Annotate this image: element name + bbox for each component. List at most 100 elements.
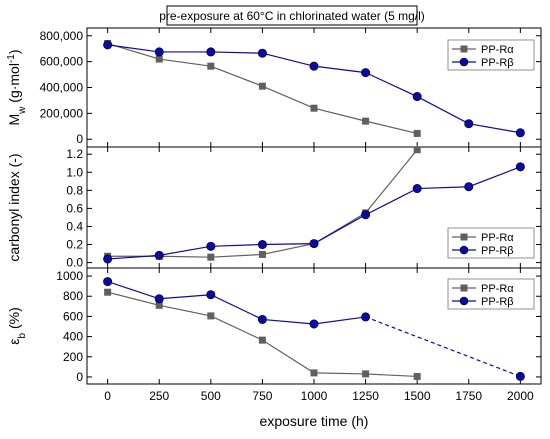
data-point-square <box>310 369 318 377</box>
data-point-square <box>258 82 266 90</box>
x-tick-label: 1000 <box>301 389 328 403</box>
x-axis-title: exposure time (h) <box>260 413 369 429</box>
y-tick-label: 400 <box>63 330 83 344</box>
x-tick-label: 1500 <box>404 389 431 403</box>
data-point-square <box>362 370 370 378</box>
y-tick-label: 0.4 <box>66 219 83 233</box>
data-point-circle <box>309 239 319 249</box>
data-point-circle <box>206 47 216 57</box>
x-tick-label: 2000 <box>507 389 534 403</box>
data-point-circle <box>412 92 422 102</box>
y-axis-title-sub: w <box>17 106 28 115</box>
data-point-circle <box>257 314 267 324</box>
series-line <box>107 291 418 378</box>
data-point-square <box>207 253 215 261</box>
data-point-square <box>207 312 215 320</box>
x-tick-label: 750 <box>252 389 272 403</box>
legend-label: PP-Rα <box>481 44 514 56</box>
data-point-circle <box>361 312 371 322</box>
y-axis-title: Mw (g·mol-1) <box>6 49 28 125</box>
y-tick-label: 600 <box>63 309 83 323</box>
data-point-circle <box>361 210 371 220</box>
data-point-square <box>310 104 318 112</box>
y-tick-label: 0.6 <box>66 201 83 215</box>
series-line <box>107 281 366 325</box>
chart-title: pre-exposure at 60°C in chlorinated wate… <box>159 9 425 23</box>
x-tick-label: 0 <box>104 389 111 403</box>
legend-label: PP-Rβ <box>481 57 514 69</box>
y-tick-label: 800,000 <box>40 29 84 43</box>
legend-marker-square <box>460 233 468 241</box>
legend-label: PP-Rβ <box>481 296 514 308</box>
panel-2: 0.0 0.2 0.4 0.6 0.8 1.0 1.2 carbonyl index (-) P… <box>6 146 542 270</box>
legend-label: PP-Rα <box>481 232 514 244</box>
data-point-circle <box>154 250 164 260</box>
y-axis-title-close: ) <box>6 49 22 54</box>
y-axis-title: εb (%) <box>6 307 28 344</box>
data-point-circle <box>309 319 319 329</box>
y-tick-label: 1.0 <box>66 165 83 179</box>
data-point-circle <box>257 48 267 58</box>
y-axis-title-main: carbonyl index (-) <box>6 153 22 261</box>
data-point-circle <box>464 119 474 129</box>
legend-marker-circle <box>459 57 469 67</box>
data-point-circle <box>206 241 216 251</box>
legend-marker-circle <box>459 296 469 306</box>
y-tick-label: 600,000 <box>40 55 84 69</box>
data-point-circle <box>361 68 371 78</box>
data-point-circle <box>515 371 525 381</box>
data-point-square <box>207 62 215 70</box>
y-tick-label: 0 <box>76 132 83 146</box>
y-axis-title-unit: (%) <box>6 307 22 333</box>
series-line-dashed <box>365 316 521 377</box>
data-point-circle <box>309 61 319 71</box>
data-point-circle <box>515 162 525 172</box>
y-tick-label: 1.2 <box>66 147 83 161</box>
data-point-circle <box>412 184 422 194</box>
data-point-circle <box>154 47 164 57</box>
panel-1: 0 200,000 400,000 600,000 800,000 Mw (g·mol-1… <box>6 27 542 148</box>
y-axis-title-main: M <box>6 114 22 126</box>
data-point-circle <box>103 277 113 287</box>
y-tick-label: 0.0 <box>66 256 83 270</box>
data-point-square <box>362 117 370 125</box>
y-tick-label: 800 <box>63 289 83 303</box>
data-point-square <box>413 372 421 380</box>
y-tick-label: 0 <box>76 370 83 384</box>
data-point-circle <box>464 182 474 192</box>
y-tick-label: 200 <box>63 350 83 364</box>
y-axis-title-sup: -1 <box>6 54 17 63</box>
title-box <box>166 5 418 26</box>
y-tick-label: 200,000 <box>40 106 84 120</box>
y-tick-label: 0.8 <box>66 183 83 197</box>
x-tick-label: 1750 <box>455 389 482 403</box>
y-tick-label: 0.2 <box>66 238 83 252</box>
data-point-circle <box>206 290 216 300</box>
data-point-circle <box>103 40 113 50</box>
x-tick-label: 1250 <box>352 389 379 403</box>
legend-label: PP-Rα <box>481 283 514 295</box>
data-point-circle <box>154 294 164 304</box>
data-point-circle <box>103 254 113 264</box>
y-tick-label: 400,000 <box>40 81 84 95</box>
y-tick-label: 1000 <box>56 269 83 283</box>
data-point-circle <box>515 128 525 138</box>
panels: 0 200,000 400,000 600,000 800,000 Mw (g·mol-1… <box>6 27 542 403</box>
data-point-square <box>258 250 266 258</box>
y-axis-title-unit: (g·mol <box>6 63 22 107</box>
data-point-square <box>413 146 421 154</box>
data-point-square <box>258 336 266 344</box>
panel-3: 0 200 400 600 800 1000 0 250 500 750 1000 1250 1500 1… <box>6 267 542 403</box>
x-tick-label: 500 <box>201 389 221 403</box>
y-axis-title-main: ε <box>6 338 22 344</box>
legend-marker-circle <box>459 245 469 255</box>
data-point-square <box>155 55 163 63</box>
data-point-square <box>413 129 421 137</box>
x-tick-label: 250 <box>149 389 169 403</box>
legend-label: PP-Rβ <box>481 245 514 257</box>
y-axis-title-sub: b <box>17 332 28 338</box>
legend-marker-square <box>460 284 468 292</box>
y-axis-title: carbonyl index (-) <box>6 153 22 261</box>
data-point-square <box>104 288 112 296</box>
